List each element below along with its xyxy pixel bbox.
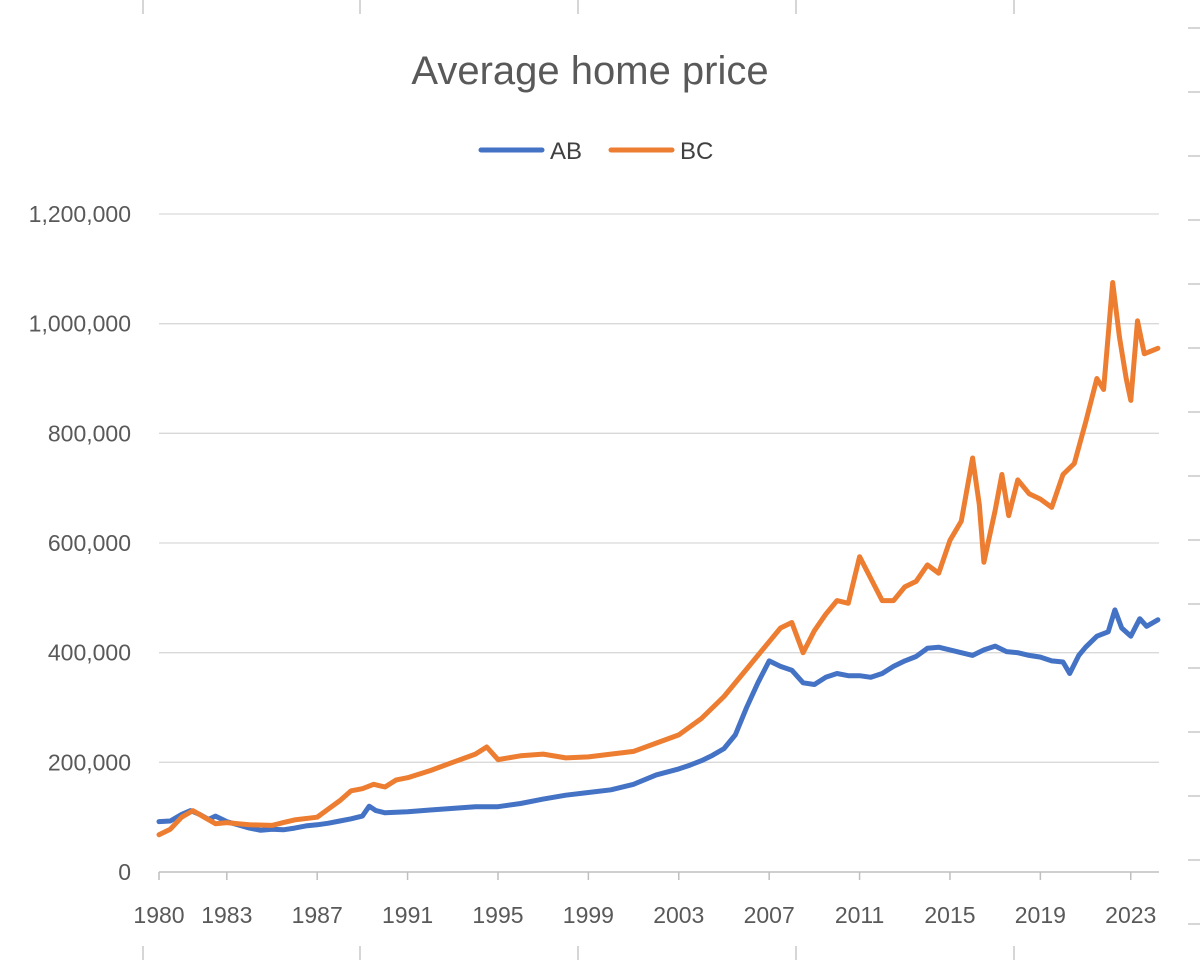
x-tick-label: 2019 <box>1015 902 1066 928</box>
x-tick-label: 1983 <box>201 902 252 928</box>
y-tick-label: 1,000,000 <box>29 311 131 337</box>
legend: AB BC <box>478 138 713 165</box>
series-lines <box>156 280 1161 838</box>
x-tick-label: 1995 <box>472 902 523 928</box>
x-tick-label: 1999 <box>563 902 614 928</box>
x-tick-label: 1980 <box>133 902 184 928</box>
x-tick-label: 2011 <box>835 902 884 928</box>
gridlines <box>159 213 1159 763</box>
x-axis: 1980 1983 1987 1991 1995 1999 2003 2007 2011 2015… <box>133 871 1159 928</box>
x-tick-label: 2007 <box>744 902 795 928</box>
y-tick-label: 800,000 <box>48 420 131 446</box>
y-axis-labels: 0 200,000 400,000 600,000 800,000 1,000,000 1,… <box>29 201 131 885</box>
y-tick-label: 0 <box>118 859 131 885</box>
legend-label-bc: BC <box>680 138 713 165</box>
x-tick-label: 1987 <box>292 902 343 928</box>
series-line-bc <box>156 280 1161 838</box>
y-tick-label: 600,000 <box>48 530 131 556</box>
y-tick-label: 1,200,000 <box>29 201 131 227</box>
x-tick-label: 1991 <box>382 902 433 928</box>
series-line-ab <box>156 607 1161 833</box>
chart-title: Average home price <box>411 49 768 93</box>
x-tick-label: 2003 <box>653 902 704 928</box>
x-tick-label: 2023 <box>1105 902 1156 928</box>
legend-label-ab: AB <box>550 138 582 165</box>
y-tick-label: 400,000 <box>48 640 131 666</box>
y-tick-label: 200,000 <box>48 749 131 775</box>
frame-edge-ticks <box>142 0 1200 960</box>
x-tick-label: 2015 <box>924 902 975 928</box>
